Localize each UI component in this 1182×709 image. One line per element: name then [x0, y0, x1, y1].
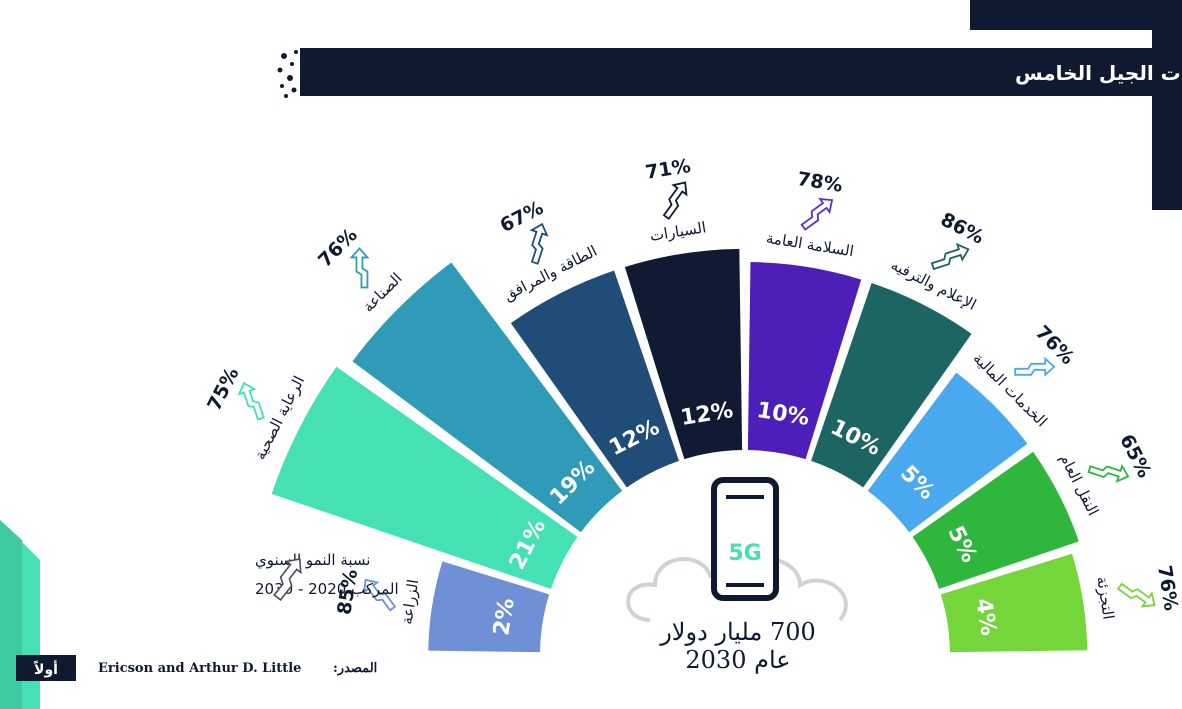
cagr-label: 76% — [1153, 564, 1182, 612]
footer: أولاً المصدر: Ericson and Arthur D. Litt… — [16, 655, 377, 681]
growth-arrow-icon — [1087, 463, 1130, 483]
cagr-label: 78% — [796, 168, 844, 197]
segment-4 — [510, 270, 679, 488]
growth-arrow-icon — [800, 197, 834, 231]
category-label: السيارات — [649, 218, 708, 245]
segment-1 — [428, 561, 550, 653]
segment-6 — [747, 262, 862, 460]
growth-arrow-icon — [273, 558, 302, 602]
badge-5g: 5G — [728, 541, 761, 566]
cagr-label: 76% — [1031, 321, 1079, 369]
segment-8 — [867, 372, 1028, 533]
cagr-label: 86% — [937, 209, 988, 249]
growth-arrow-icon — [529, 222, 549, 265]
growth-arrow-icon — [1116, 582, 1156, 608]
source-label: المصدر: — [333, 661, 377, 676]
category-label: التجزئة — [1093, 575, 1118, 621]
growth-arrow-icon — [363, 578, 397, 612]
segment-5 — [624, 248, 743, 460]
center-year: عام 2030 — [685, 646, 790, 674]
segment-3 — [352, 262, 623, 533]
growth-arrow-icon — [662, 181, 688, 221]
source-text: Ericson and Arthur D. Little — [98, 661, 301, 676]
phone-icon: 5G — [711, 477, 779, 601]
dots-decor-icon — [277, 50, 298, 98]
category-label: السلامة العامة — [765, 229, 855, 261]
segment-10 — [940, 553, 1088, 653]
legend: نسبة النمو السنوي المركب 2020 - 2030 — [255, 551, 399, 602]
center-amount: 700 مليار دولار — [659, 618, 816, 646]
category-label: الزراعة — [398, 578, 423, 626]
share-label: 2% — [489, 597, 520, 638]
cagr-label: 76% — [314, 224, 362, 272]
share-label: 4% — [970, 597, 1001, 638]
growth-arrow-icon — [930, 242, 970, 271]
cagr-label: 75% — [203, 364, 243, 415]
chart-segments — [271, 248, 1088, 653]
segment-7 — [811, 282, 972, 488]
segment-9 — [912, 451, 1079, 589]
growth-arrow-icon — [1014, 356, 1056, 377]
segment-2 — [271, 366, 578, 589]
center-group: 5G 700 مليار دولار عام 2030 — [626, 477, 848, 674]
legend-line1: نسبة النمو السنوي — [255, 551, 370, 570]
cloud-icon — [626, 554, 848, 622]
cagr-label: 71% — [644, 155, 692, 184]
growth-arrow-icon — [349, 247, 370, 289]
chart-title: حجم ونمو فرص الأعمال B2B لمشغّلي شبكات ا… — [1015, 60, 1182, 86]
title-bar: حجم ونمو فرص الأعمال B2B لمشغّلي شبكات ا… — [277, 48, 1182, 98]
brand-label: أولاً — [33, 660, 58, 678]
brand-box — [16, 655, 76, 681]
growth-arrow-icon — [237, 381, 265, 421]
